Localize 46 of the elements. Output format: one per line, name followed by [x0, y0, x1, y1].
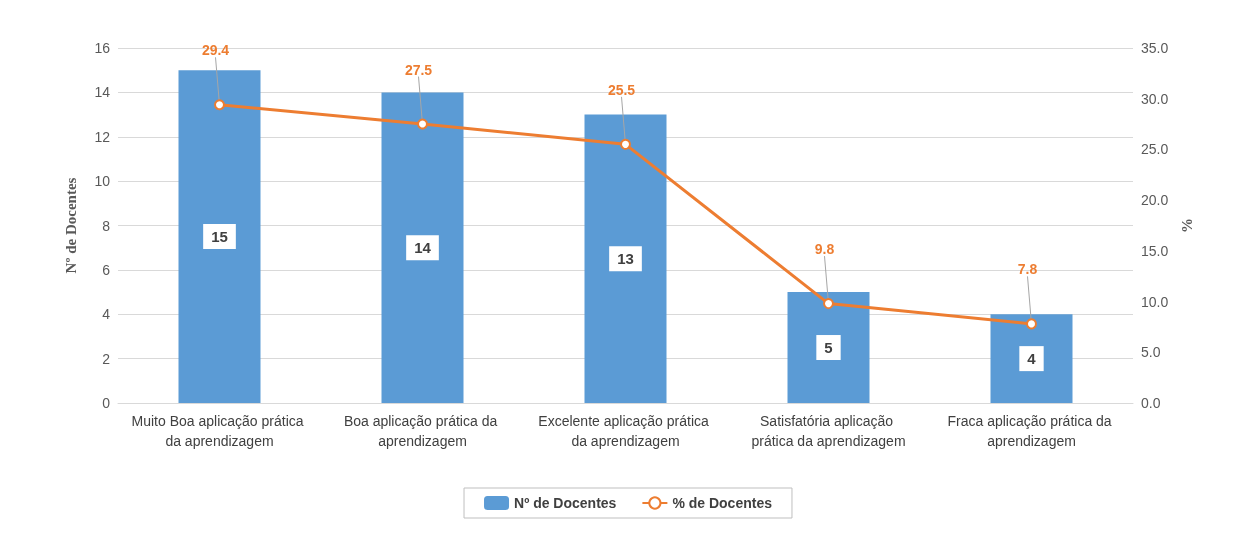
bar	[381, 92, 464, 403]
data-label: 27.5	[404, 61, 433, 78]
y2-tick-label: 5.0	[1141, 344, 1161, 361]
y2-tick-label: 35.0	[1141, 40, 1169, 56]
y2-axis-title: %	[1178, 218, 1195, 233]
x-tick-label: Boa aplicação prática da aprendizagem	[343, 413, 502, 449]
y-tick-label: 0	[102, 395, 111, 411]
bar	[990, 314, 1073, 403]
y-tick-label: 2	[102, 350, 111, 367]
bar	[178, 70, 261, 403]
y2-tick-label: 0.0	[1141, 395, 1161, 411]
y-axis-title: Nº de Docentes	[62, 177, 79, 274]
bar	[584, 114, 667, 403]
data-label: 4	[1027, 350, 1037, 368]
data-label: 5	[824, 339, 833, 357]
data-label: 29.4	[201, 42, 230, 59]
point	[1026, 318, 1037, 330]
point	[620, 138, 631, 150]
data-label: 14	[414, 239, 432, 257]
data-label: 15	[211, 228, 228, 246]
y-tick-label: 16	[94, 40, 111, 56]
y2-tick-label: 25.0	[1141, 141, 1169, 158]
point	[823, 298, 834, 310]
bar	[787, 292, 870, 403]
data-label: 25.5	[607, 81, 636, 98]
legend-label: Nº de Docentes	[514, 495, 617, 511]
y2-tick-label: 15.0	[1141, 242, 1169, 259]
y-tick-label: 8	[102, 217, 111, 234]
x-tick-label: Muito Boa aplicação prática da aprendizagem	[131, 413, 308, 449]
y-tick-label: 12	[94, 128, 111, 145]
y2-tick-label: 10.0	[1141, 293, 1169, 310]
y-tick-label: 4	[102, 306, 111, 323]
legend-label: % de Docentes	[672, 495, 773, 511]
data-label: 13	[617, 250, 634, 268]
point	[417, 118, 428, 130]
data-label: 9.8	[814, 241, 835, 258]
y2-tick-label: 30.0	[1141, 90, 1169, 107]
y2-tick-label: 20.0	[1141, 192, 1169, 209]
y-tick-label: 10	[94, 173, 111, 190]
y-tick-label: 6	[102, 261, 111, 278]
x-tick-label: Excelente aplicação prática da aprendizagem	[538, 413, 713, 449]
data-label: 7.8	[1017, 261, 1038, 278]
point	[214, 99, 225, 111]
x-tick-label: Fraca aplicação prática da aprendizagem	[947, 413, 1116, 449]
y-tick-label: 14	[94, 84, 111, 101]
x-tick-label: Satisfatória aplicação prática da aprendizagem	[751, 413, 906, 449]
